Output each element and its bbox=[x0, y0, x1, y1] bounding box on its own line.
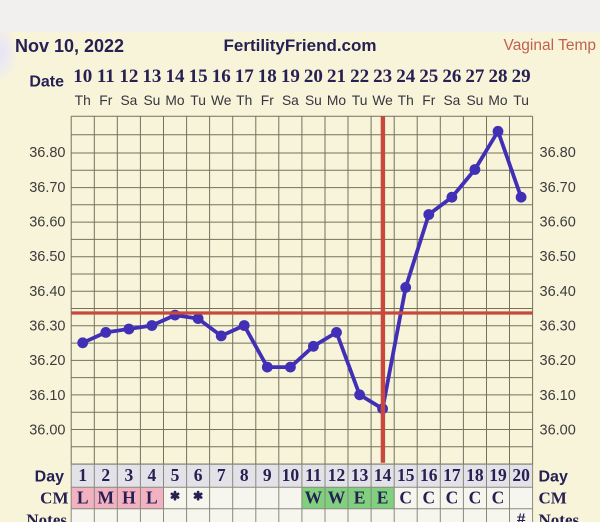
svg-text:25: 25 bbox=[419, 66, 438, 87]
svg-text:26: 26 bbox=[442, 66, 461, 87]
svg-text:Date: Date bbox=[29, 74, 64, 91]
svg-text:27: 27 bbox=[465, 66, 485, 87]
svg-text:Fr: Fr bbox=[99, 93, 112, 108]
svg-text:Su: Su bbox=[305, 93, 322, 108]
svg-text:Tu: Tu bbox=[513, 93, 529, 108]
svg-text:36.00: 36.00 bbox=[540, 423, 576, 439]
svg-text:14: 14 bbox=[166, 66, 186, 87]
svg-text:W: W bbox=[305, 487, 323, 507]
svg-text:Sa: Sa bbox=[120, 93, 137, 108]
svg-text:Th: Th bbox=[236, 93, 252, 108]
svg-text:36.20: 36.20 bbox=[29, 353, 65, 369]
svg-text:36.10: 36.10 bbox=[29, 388, 65, 404]
svg-text:36.00: 36.00 bbox=[29, 423, 65, 439]
svg-text:24: 24 bbox=[396, 66, 416, 87]
svg-text:#: # bbox=[517, 510, 526, 522]
svg-text:2: 2 bbox=[101, 465, 110, 485]
svg-text:13: 13 bbox=[351, 465, 369, 485]
svg-text:W: W bbox=[328, 487, 346, 507]
svg-text:10: 10 bbox=[282, 465, 300, 485]
svg-text:C: C bbox=[446, 487, 459, 507]
svg-text:Th: Th bbox=[398, 93, 414, 108]
svg-text:Th: Th bbox=[75, 93, 91, 108]
svg-text:C: C bbox=[492, 487, 505, 507]
svg-text:Notes: Notes bbox=[26, 511, 67, 522]
svg-text:Mo: Mo bbox=[488, 93, 507, 108]
svg-text:22: 22 bbox=[350, 66, 369, 87]
svg-text:Fr: Fr bbox=[261, 93, 274, 108]
svg-text:20: 20 bbox=[512, 465, 530, 485]
svg-text:Su: Su bbox=[143, 93, 160, 108]
svg-text:36.80: 36.80 bbox=[540, 145, 576, 161]
svg-text:11: 11 bbox=[305, 465, 322, 485]
svg-text:36.70: 36.70 bbox=[540, 180, 576, 196]
svg-text:36.50: 36.50 bbox=[29, 249, 65, 265]
svg-text:36.80: 36.80 bbox=[29, 145, 65, 161]
svg-text:16: 16 bbox=[420, 465, 438, 485]
svg-text:Notes: Notes bbox=[539, 511, 580, 522]
svg-text:12: 12 bbox=[119, 66, 138, 87]
svg-text:Day: Day bbox=[35, 469, 64, 486]
svg-text:H: H bbox=[122, 487, 136, 507]
svg-text:19: 19 bbox=[281, 66, 300, 87]
svg-text:3: 3 bbox=[125, 465, 134, 485]
svg-text:23: 23 bbox=[373, 66, 392, 87]
svg-text:C: C bbox=[399, 487, 412, 507]
svg-text:Sa: Sa bbox=[282, 93, 299, 108]
svg-text:36.20: 36.20 bbox=[540, 353, 576, 369]
svg-text:We: We bbox=[211, 93, 232, 108]
svg-text:36.70: 36.70 bbox=[29, 180, 65, 196]
svg-text:CM: CM bbox=[539, 489, 567, 508]
svg-text:28: 28 bbox=[489, 66, 508, 87]
svg-text:M: M bbox=[98, 487, 115, 507]
svg-text:C: C bbox=[422, 487, 435, 507]
svg-text:36.10: 36.10 bbox=[540, 388, 576, 404]
svg-text:19: 19 bbox=[489, 465, 507, 485]
svg-text:Tu: Tu bbox=[352, 93, 368, 108]
svg-text:6: 6 bbox=[194, 465, 203, 485]
svg-text:L: L bbox=[146, 487, 158, 507]
svg-text:16: 16 bbox=[212, 66, 231, 87]
svg-text:4: 4 bbox=[148, 465, 157, 485]
svg-text:36.60: 36.60 bbox=[29, 215, 65, 231]
svg-text:11: 11 bbox=[97, 66, 115, 87]
svg-text:E: E bbox=[354, 487, 366, 507]
svg-text:17: 17 bbox=[443, 465, 461, 485]
svg-text:10: 10 bbox=[73, 66, 92, 87]
svg-text:C: C bbox=[469, 487, 482, 507]
svg-text:Mo: Mo bbox=[327, 93, 346, 108]
svg-text:Day: Day bbox=[539, 469, 568, 486]
svg-text:Tu: Tu bbox=[190, 93, 206, 108]
svg-text:20: 20 bbox=[304, 66, 323, 87]
svg-text:Fr: Fr bbox=[422, 93, 435, 108]
svg-text:36.30: 36.30 bbox=[540, 319, 576, 335]
svg-text:29: 29 bbox=[512, 66, 531, 87]
svg-text:12: 12 bbox=[328, 465, 346, 485]
svg-text:L: L bbox=[77, 487, 89, 507]
svg-text:Sa: Sa bbox=[443, 93, 460, 108]
svg-text:Su: Su bbox=[466, 93, 483, 108]
svg-text:18: 18 bbox=[466, 465, 484, 485]
svg-text:We: We bbox=[372, 93, 393, 108]
svg-text:CM: CM bbox=[40, 489, 68, 508]
svg-text:15: 15 bbox=[397, 465, 415, 485]
svg-text:14: 14 bbox=[374, 465, 392, 485]
svg-text:7: 7 bbox=[217, 465, 226, 485]
svg-text:36.30: 36.30 bbox=[29, 319, 65, 335]
svg-text:13: 13 bbox=[142, 66, 161, 87]
svg-text:E: E bbox=[377, 487, 389, 507]
svg-text:36.60: 36.60 bbox=[540, 215, 576, 231]
svg-text:5: 5 bbox=[171, 465, 180, 485]
svg-text:1: 1 bbox=[78, 465, 87, 485]
svg-text:21: 21 bbox=[327, 66, 346, 87]
svg-text:17: 17 bbox=[235, 66, 255, 87]
svg-text:15: 15 bbox=[189, 66, 208, 87]
svg-text:36.50: 36.50 bbox=[540, 249, 576, 265]
svg-text:Mo: Mo bbox=[165, 93, 184, 108]
svg-text:36.40: 36.40 bbox=[540, 284, 576, 300]
svg-text:9: 9 bbox=[263, 465, 272, 485]
svg-text:36.40: 36.40 bbox=[29, 284, 65, 300]
svg-text:8: 8 bbox=[240, 465, 249, 485]
svg-text:18: 18 bbox=[258, 66, 277, 87]
